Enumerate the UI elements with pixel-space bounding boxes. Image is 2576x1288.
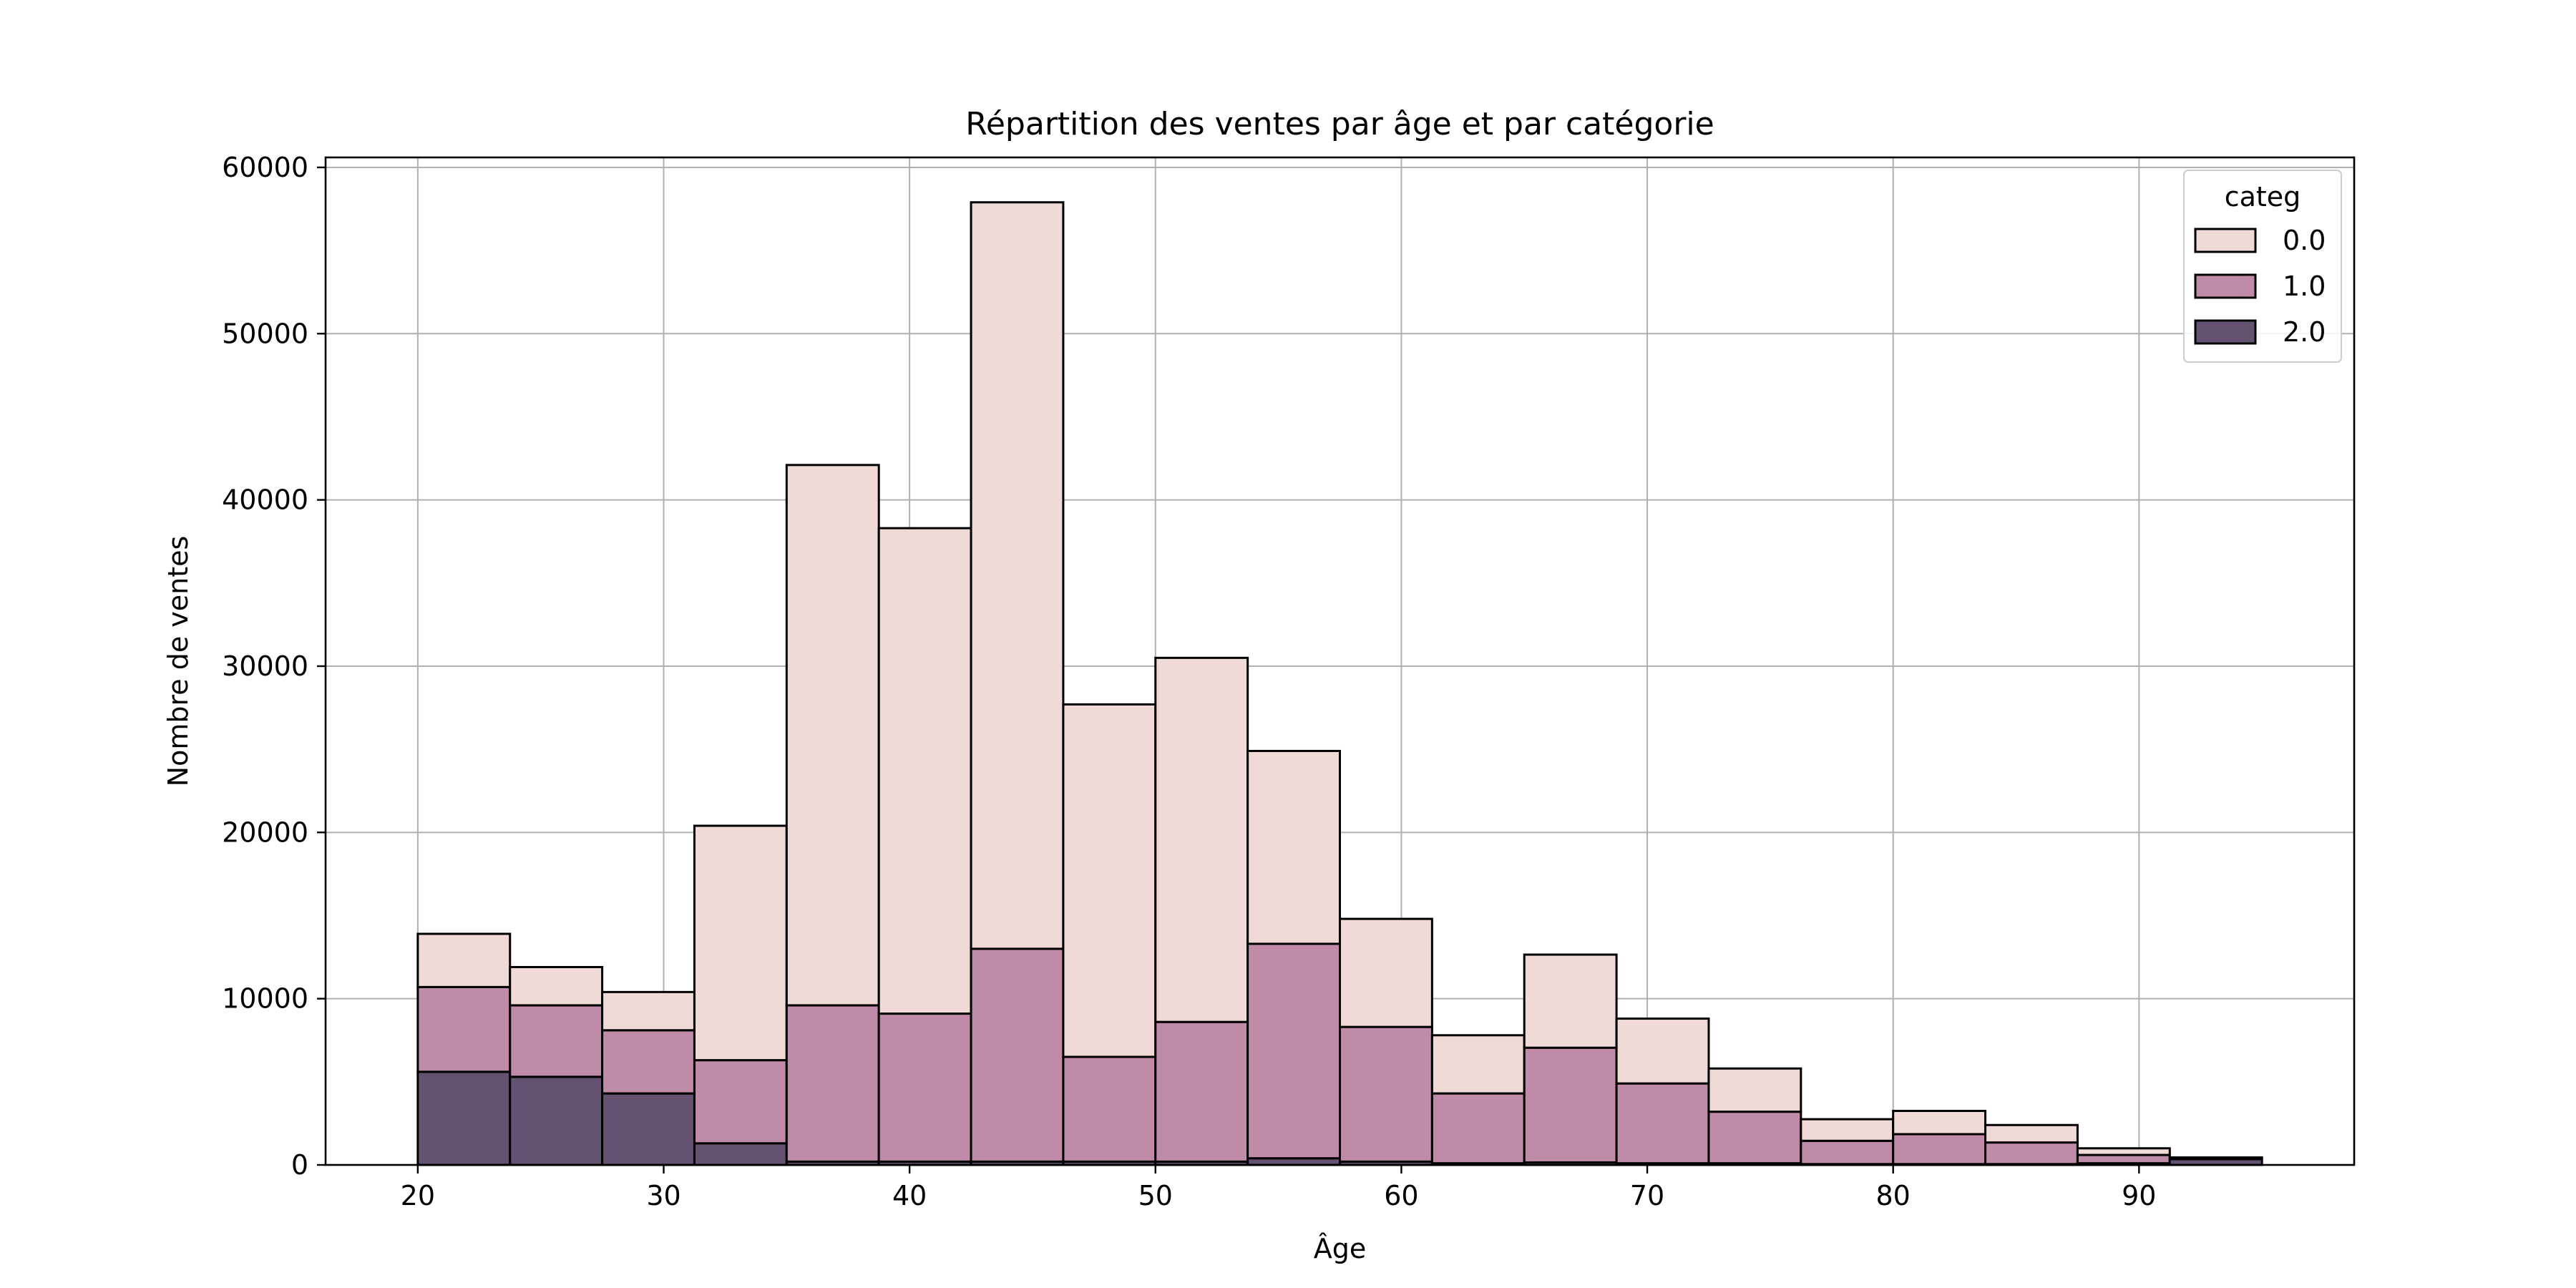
legend-swatch-1-0	[2194, 273, 2257, 299]
x-tick-label: 60	[1384, 1180, 1418, 1211]
x-tick-label: 80	[1876, 1180, 1911, 1211]
bar-categ-2-0	[601, 1092, 696, 1166]
x-tick-label: 70	[1630, 1180, 1664, 1211]
bar-categ-1-0	[970, 947, 1065, 1163]
bar-categ-0-0	[416, 932, 512, 988]
bar-categ-1-0	[601, 1029, 696, 1095]
bar-categ-1-0	[416, 985, 512, 1073]
chart-title: Répartition des ventes par âge et par ca…	[965, 106, 1714, 142]
x-tick-label: 20	[401, 1180, 435, 1211]
bar-categ-0-0	[1062, 703, 1157, 1058]
bar-categ-0-0	[1154, 656, 1249, 1023]
bar-categ-1-0	[877, 1013, 972, 1163]
bar-categ-1-0	[1062, 1055, 1157, 1163]
plot-frame	[324, 156, 2356, 1166]
legend-label-2-0: 2.0	[2283, 316, 2326, 348]
bar-categ-1-0	[1984, 1141, 2079, 1166]
x-axis-label: Âge	[1314, 1233, 1367, 1264]
bar-categ-2-0	[693, 1142, 788, 1166]
legend-label-1-0: 1.0	[2283, 270, 2326, 302]
bar-categ-2-0	[416, 1070, 512, 1166]
bar-categ-1-0	[1246, 942, 1341, 1160]
bar-categ-1-0	[1800, 1139, 1895, 1166]
x-tick-label: 90	[2122, 1180, 2156, 1211]
axis-ticks: 20 30 40 50 60 70 80 90 0 10000 20000 30000 40000 500…	[222, 152, 2156, 1211]
bar-categ-1-0	[1523, 1046, 1618, 1164]
legend: categ 0.0 1.0 2.0	[2183, 170, 2342, 363]
bar-categ-0-0	[1339, 917, 1433, 1028]
legend-items: 0.0 1.0 2.0	[2194, 225, 2326, 348]
bar-categ-0-0	[1430, 1034, 1526, 1095]
y-tick-label: 0	[291, 1149, 308, 1181]
bar-categ-2-0	[509, 1075, 604, 1166]
y-tick-label: 10000	[222, 983, 308, 1015]
bar-categ-1-0	[1154, 1020, 1249, 1163]
bar-categ-0-0	[601, 990, 696, 1032]
bar-categ-0-0	[509, 966, 604, 1007]
y-tick-label: 20000	[222, 816, 308, 848]
legend-title: categ	[2225, 181, 2301, 213]
legend-label-0-0: 0.0	[2283, 225, 2326, 256]
bar-categ-0-0	[1707, 1067, 1802, 1113]
bar-categ-0-0	[1523, 953, 1618, 1049]
bar-categ-0-0	[2076, 1147, 2171, 1156]
legend-swatch-2-0	[2194, 319, 2257, 345]
bar-categ-1-0	[1339, 1025, 1433, 1163]
bar-categ-0-0	[970, 201, 1065, 950]
bar-categ-1-0	[1892, 1133, 1987, 1166]
y-axis-label: Nombre de ventes	[162, 536, 194, 787]
x-tick-label: 40	[892, 1180, 927, 1211]
y-tick-label: 30000	[222, 650, 308, 682]
bar-categ-1-0	[785, 1004, 880, 1163]
bar-categ-1-0	[509, 1004, 604, 1078]
bar-categ-0-0	[1892, 1109, 1987, 1136]
bars	[416, 201, 2263, 1166]
y-tick-label: 40000	[222, 484, 308, 516]
bar-categ-0-0	[877, 527, 972, 1015]
bar-categ-1-0	[1707, 1111, 1802, 1165]
bar-categ-0-0	[693, 824, 788, 1062]
bar-categ-1-0	[1615, 1082, 1710, 1165]
bar-categ-0-0	[1984, 1123, 2079, 1144]
y-tick-label: 50000	[222, 318, 308, 349]
bar-categ-1-0	[2076, 1153, 2171, 1165]
legend-box	[2183, 170, 2342, 363]
bar-categ-0-0	[1246, 749, 1341, 945]
x-tick-label: 30	[646, 1180, 680, 1211]
bar-categ-0-0	[785, 464, 880, 1007]
bar-categ-0-0	[1800, 1118, 1895, 1142]
bar-categ-1-0	[693, 1059, 788, 1145]
legend-swatch-0-0	[2194, 228, 2257, 253]
x-tick-label: 50	[1138, 1180, 1173, 1211]
bar-categ-1-0	[1430, 1092, 1526, 1165]
bar-categ-0-0	[1615, 1018, 1710, 1085]
y-tick-label: 60000	[222, 152, 308, 183]
